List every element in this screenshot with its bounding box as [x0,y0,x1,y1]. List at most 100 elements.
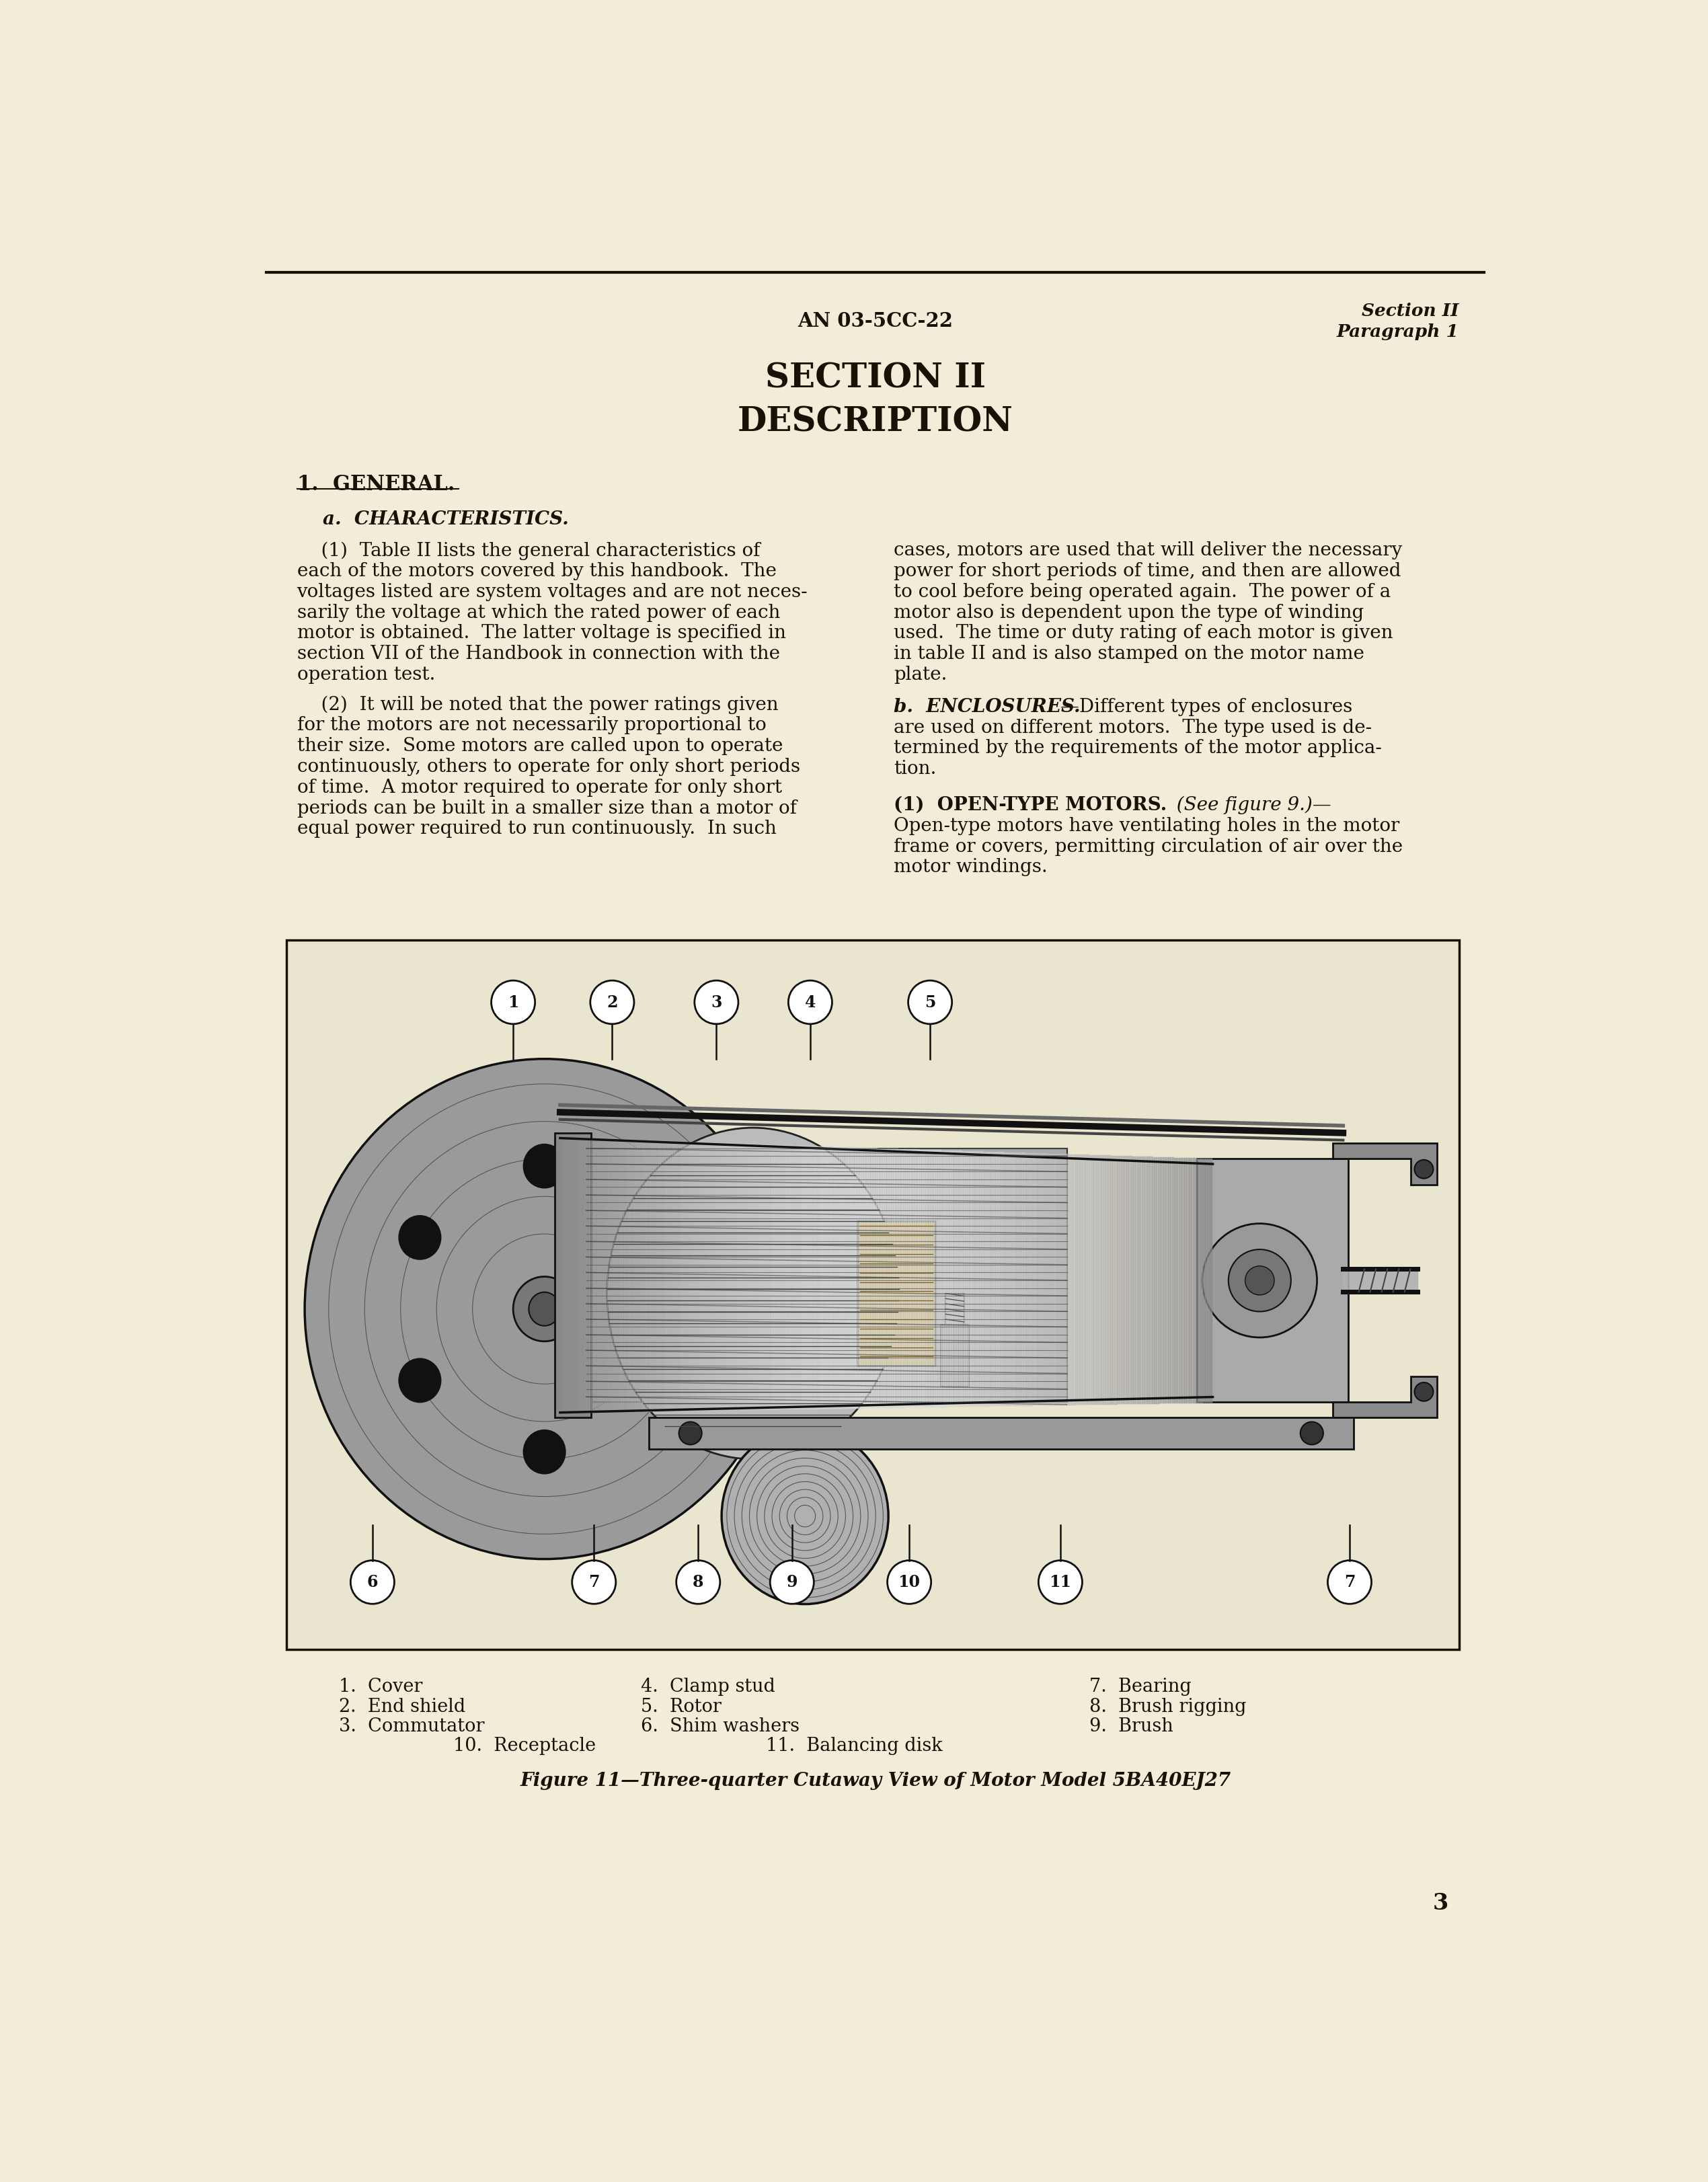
Text: 10.  Receptacle: 10. Receptacle [453,1737,596,1754]
Text: 9: 9 [786,1573,798,1591]
Text: 1: 1 [507,995,519,1010]
Bar [649,1418,1353,1449]
Text: motor windings.: motor windings. [893,858,1047,877]
Text: AN 03-5CC-22: AN 03-5CC-22 [798,312,953,332]
Text: 1.  GENERAL.: 1. GENERAL. [297,473,454,495]
Text: 2: 2 [606,995,618,1010]
Circle shape [676,1560,721,1604]
Circle shape [1327,1560,1372,1604]
Circle shape [770,1560,813,1604]
Text: 10: 10 [898,1573,921,1591]
Ellipse shape [524,1143,565,1187]
Bar [555,1132,591,1418]
Bar [941,1324,968,1386]
Polygon shape [1332,1377,1436,1418]
Text: tion.: tion. [893,759,936,779]
Text: 6: 6 [367,1573,377,1591]
Text: frame or covers, permitting circulation of air over the: frame or covers, permitting circulation … [893,838,1402,855]
Ellipse shape [304,1058,784,1560]
Text: 9.  Brush: 9. Brush [1090,1717,1173,1735]
Text: motor also is dependent upon the type of winding: motor also is dependent upon the type of… [893,604,1363,622]
Circle shape [1202,1224,1317,1338]
Bar [946,1294,963,1324]
Ellipse shape [529,1292,560,1327]
Polygon shape [1332,1143,1436,1185]
Text: Paragraph 1: Paragraph 1 [1337,323,1459,340]
Text: 4: 4 [804,995,816,1010]
Ellipse shape [606,1128,898,1460]
Text: 1.  Cover: 1. Cover [338,1678,422,1695]
Text: 2.  End shield: 2. End shield [338,1698,465,1715]
Text: 11: 11 [1049,1573,1071,1591]
Text: for the motors are not necessarily proportional to: for the motors are not necessarily propo… [297,716,767,735]
Bar [287,940,1459,1650]
Text: continuously, others to operate for only short periods: continuously, others to operate for only… [297,757,799,777]
Text: a.  CHARACTERISTICS.: a. CHARACTERISTICS. [323,511,569,528]
Text: Section II: Section II [1361,303,1459,319]
Circle shape [1245,1266,1274,1294]
Text: b.  ENCLOSURES.: b. ENCLOSURES. [893,698,1079,716]
Text: periods can be built in a smaller size than a motor of: periods can be built in a smaller size t… [297,799,796,818]
Text: in table II and is also stamped on the motor name: in table II and is also stamped on the m… [893,646,1365,663]
Bar [1197,1159,1348,1403]
Text: motor is obtained.  The latter voltage is specified in: motor is obtained. The latter voltage is… [297,624,786,642]
Text: 8.  Brush rigging: 8. Brush rigging [1090,1698,1247,1715]
Text: (1)  Table II lists the general characteristics of: (1) Table II lists the general character… [297,541,760,561]
Circle shape [492,980,535,1023]
Text: —Different types of enclosures: —Different types of enclosures [1061,698,1353,716]
Text: voltages listed are system voltages and are not neces-: voltages listed are system voltages and … [297,583,808,600]
Circle shape [1300,1423,1324,1444]
Text: 7: 7 [1344,1573,1354,1591]
Text: (1)  OPEN-TYPE MOTORS.: (1) OPEN-TYPE MOTORS. [893,796,1167,814]
Ellipse shape [512,1276,576,1342]
Text: 4.  Clamp stud: 4. Clamp stud [640,1678,775,1695]
Circle shape [1228,1250,1291,1311]
Text: (2)  It will be noted that the power ratings given: (2) It will be noted that the power rati… [297,696,779,714]
Ellipse shape [647,1215,690,1259]
Text: to cool before being operated again.  The power of a: to cool before being operated again. The… [893,583,1390,600]
Circle shape [591,980,634,1023]
Circle shape [350,1560,395,1604]
Text: of time.  A motor required to operate for only short: of time. A motor required to operate for… [297,779,782,796]
Text: DESCRIPTION: DESCRIPTION [738,406,1013,439]
Text: 7: 7 [588,1573,600,1591]
Ellipse shape [524,1429,565,1473]
Text: Open-type motors have ventilating holes in the motor: Open-type motors have ventilating holes … [893,816,1399,836]
Text: sarily the voltage at which the rated power of each: sarily the voltage at which the rated po… [297,604,781,622]
Text: are used on different motors.  The type used is de-: are used on different motors. The type u… [893,718,1372,738]
Circle shape [1414,1161,1433,1178]
Text: 7.  Bearing: 7. Bearing [1090,1678,1190,1695]
Ellipse shape [647,1359,690,1403]
Bar [857,1222,936,1366]
Circle shape [1038,1560,1083,1604]
Text: cases, motors are used that will deliver the necessary: cases, motors are used that will deliver… [893,541,1402,559]
Ellipse shape [400,1215,441,1259]
Circle shape [572,1560,617,1604]
Text: 5.  Rotor: 5. Rotor [640,1698,721,1715]
Circle shape [695,980,738,1023]
Text: 5: 5 [924,995,936,1010]
Ellipse shape [400,1359,441,1403]
Circle shape [888,1560,931,1604]
Text: 8: 8 [693,1573,704,1591]
Text: plate.: plate. [893,666,946,683]
Circle shape [1414,1383,1433,1401]
Circle shape [909,980,951,1023]
Text: operation test.: operation test. [297,666,436,683]
Text: SECTION II: SECTION II [765,362,986,395]
Text: 11.  Balancing disk: 11. Balancing disk [765,1737,943,1754]
Text: 3: 3 [711,995,722,1010]
Circle shape [678,1423,702,1444]
Text: (See figure 9.)—: (See figure 9.)— [1165,796,1331,814]
Text: section VII of the Handbook in connection with the: section VII of the Handbook in connectio… [297,646,779,663]
Bar [586,1148,1068,1403]
Text: termined by the requirements of the motor applica-: termined by the requirements of the moto… [893,740,1382,757]
Text: their size.  Some motors are called upon to operate: their size. Some motors are called upon … [297,738,782,755]
Text: each of the motors covered by this handbook.  The: each of the motors covered by this handb… [297,563,775,580]
Text: used.  The time or duty rating of each motor is given: used. The time or duty rating of each mo… [893,624,1394,642]
Text: 6.  Shim washers: 6. Shim washers [640,1717,799,1735]
Ellipse shape [721,1427,888,1604]
Text: 3: 3 [1433,1892,1448,1914]
Text: power for short periods of time, and then are allowed: power for short periods of time, and the… [893,563,1401,580]
Circle shape [789,980,832,1023]
